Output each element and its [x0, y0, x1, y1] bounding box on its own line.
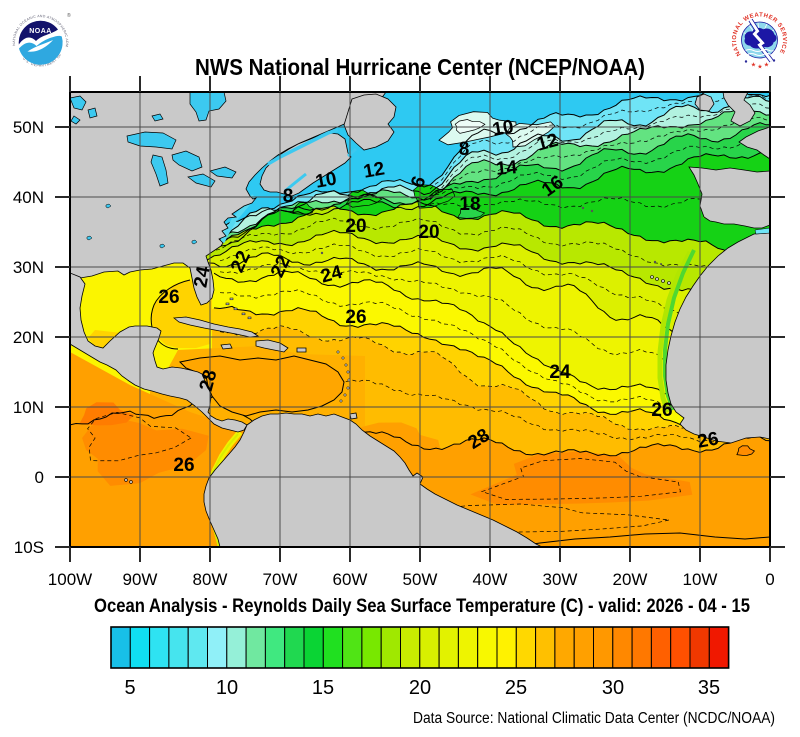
svg-text:35: 35: [698, 677, 720, 699]
svg-text:26: 26: [158, 287, 179, 308]
svg-text:18: 18: [459, 194, 480, 215]
svg-text:14: 14: [495, 157, 518, 180]
svg-text:10: 10: [491, 116, 515, 140]
svg-text:0: 0: [765, 570, 774, 589]
svg-text:40W: 40W: [473, 570, 508, 589]
svg-text:10: 10: [216, 677, 238, 699]
svg-text:26: 26: [651, 400, 672, 421]
svg-text:25: 25: [505, 677, 527, 699]
svg-text:Data Source: National Climatic: Data Source: National Climatic Data Cent…: [413, 710, 775, 727]
svg-text:®: ®: [67, 12, 71, 19]
svg-text:100W: 100W: [48, 570, 92, 589]
svg-text:20: 20: [409, 677, 431, 699]
svg-text:NOAA: NOAA: [29, 28, 52, 35]
svg-text:5: 5: [124, 677, 135, 699]
svg-text:26: 26: [173, 455, 194, 476]
svg-text:26: 26: [345, 307, 366, 328]
svg-text:10N: 10N: [13, 398, 44, 417]
svg-text:30W: 30W: [543, 570, 578, 589]
svg-text:30N: 30N: [13, 258, 44, 277]
svg-text:30: 30: [602, 677, 624, 699]
svg-text:60W: 60W: [333, 570, 368, 589]
svg-text:10S: 10S: [14, 538, 44, 557]
svg-text:20W: 20W: [613, 570, 648, 589]
svg-text:40N: 40N: [13, 188, 44, 207]
svg-text:70W: 70W: [263, 570, 298, 589]
svg-text:8: 8: [459, 139, 470, 160]
svg-text:26: 26: [696, 428, 720, 452]
svg-text:NWS National Hurricane Center: NWS National Hurricane Center (NCEP/NOAA…: [195, 54, 645, 80]
svg-text:★: ★: [757, 64, 762, 71]
svg-text:10W: 10W: [683, 570, 718, 589]
svg-text:90W: 90W: [123, 570, 158, 589]
svg-text:★: ★: [751, 62, 756, 69]
svg-text:20: 20: [418, 222, 439, 243]
svg-text:10: 10: [314, 168, 338, 192]
svg-text:12: 12: [362, 158, 386, 182]
svg-text:80W: 80W: [193, 570, 228, 589]
svg-text:20N: 20N: [13, 328, 44, 347]
svg-text:★: ★: [764, 62, 769, 69]
svg-text:24: 24: [190, 264, 214, 289]
svg-text:8: 8: [283, 186, 294, 207]
svg-text:0: 0: [35, 468, 44, 487]
svg-text:15: 15: [312, 677, 334, 699]
svg-text:50W: 50W: [403, 570, 438, 589]
svg-text:20: 20: [345, 216, 366, 237]
svg-text:Ocean Analysis - Reynolds Dail: Ocean Analysis - Reynolds Daily Sea Surf…: [94, 595, 750, 617]
svg-text:50N: 50N: [13, 118, 44, 137]
svg-text:24: 24: [549, 362, 571, 383]
